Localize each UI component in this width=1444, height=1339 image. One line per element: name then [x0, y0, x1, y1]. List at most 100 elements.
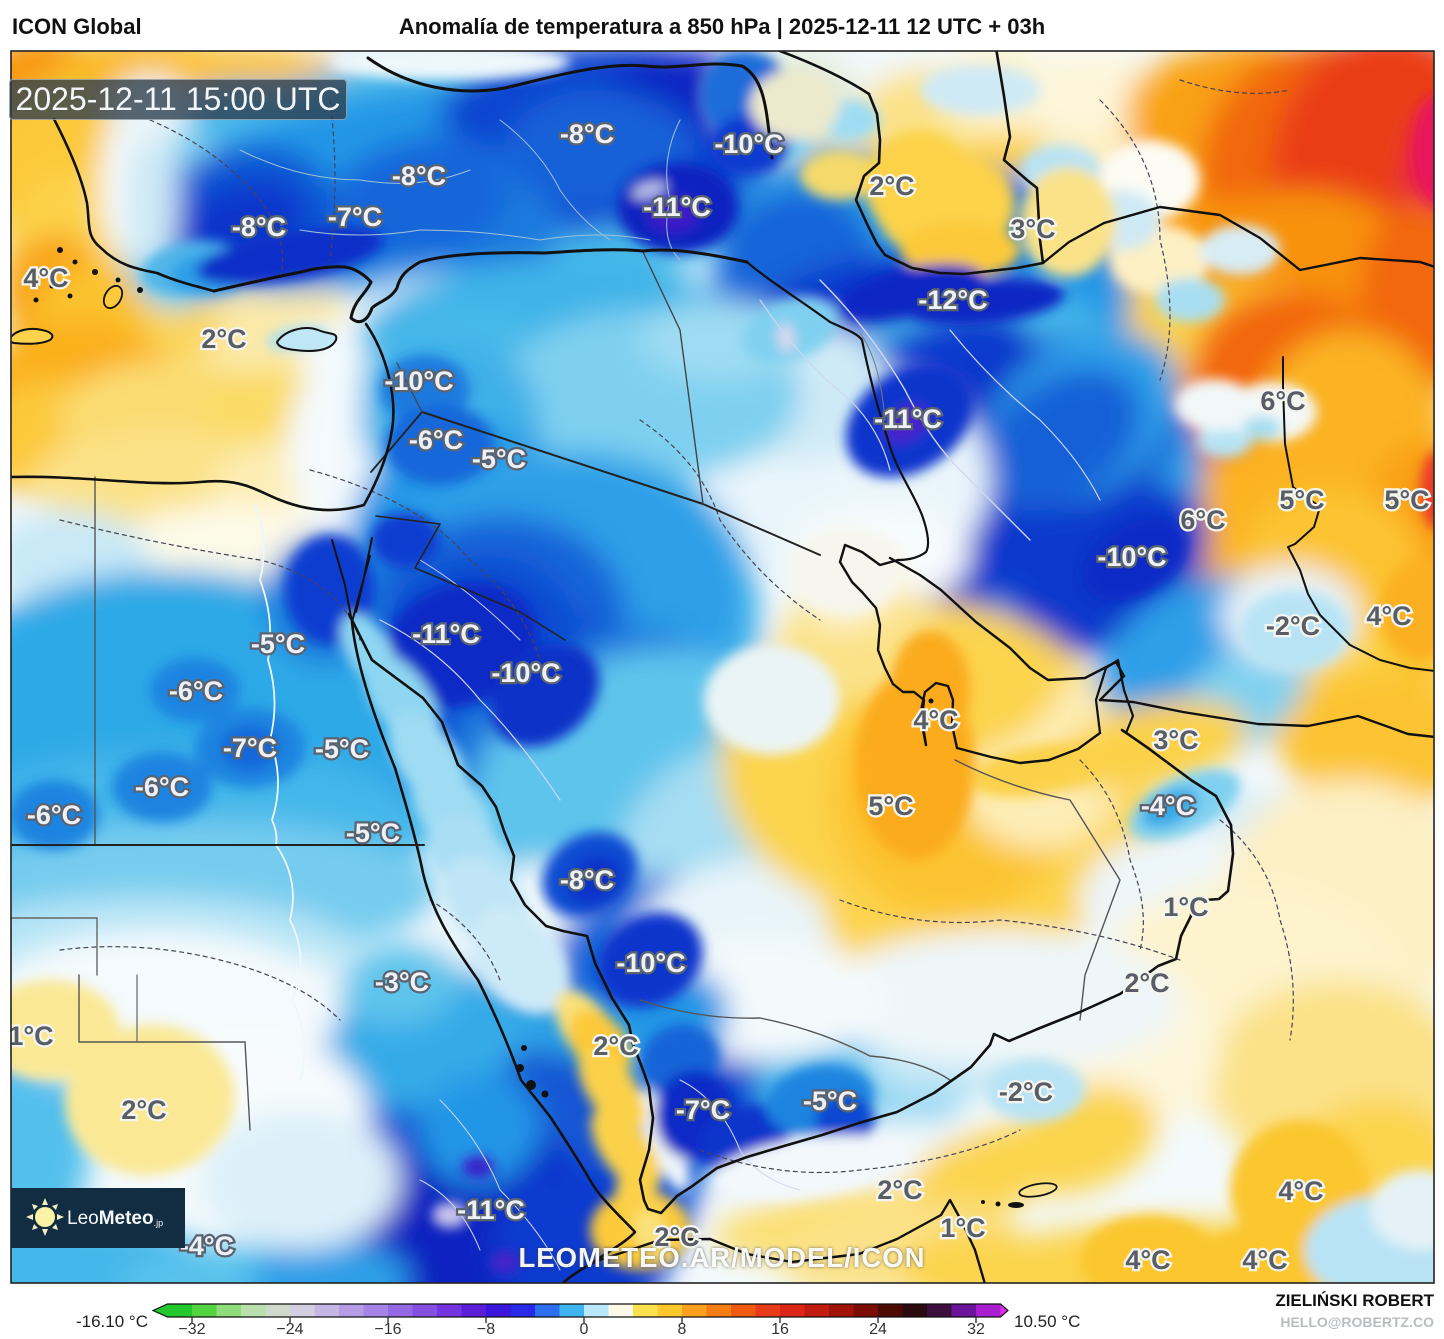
svg-text:-8°C: -8°C: [560, 119, 614, 149]
svg-text:6°C: 6°C: [1260, 386, 1305, 416]
svg-text:-7°C: -7°C: [676, 1095, 730, 1125]
svg-text:-6°C: -6°C: [169, 676, 223, 706]
svg-text:-5°C: -5°C: [803, 1086, 857, 1116]
svg-text:-7°C: -7°C: [223, 733, 277, 763]
svg-text:-6°C: -6°C: [135, 772, 189, 802]
svg-text:4°C: 4°C: [1366, 601, 1411, 631]
svg-text:-10°C: -10°C: [714, 129, 783, 159]
svg-text:5°C: 5°C: [1384, 485, 1429, 515]
svg-text:-10°C: -10°C: [491, 658, 560, 688]
svg-text:2°C: 2°C: [121, 1095, 166, 1125]
svg-text:-7°C: -7°C: [676, 1095, 730, 1125]
svg-text:-11°C: -11°C: [457, 1195, 525, 1225]
svg-text:1°C: 1°C: [8, 1021, 53, 1051]
svg-text:-8°C: -8°C: [392, 161, 446, 191]
svg-text:2°C: 2°C: [1124, 968, 1169, 998]
svg-text:2°C: 2°C: [593, 1031, 638, 1061]
svg-text:-11°C: -11°C: [412, 619, 480, 649]
svg-text:-8°C: -8°C: [392, 161, 446, 191]
svg-text:-11°C: -11°C: [457, 1195, 525, 1225]
svg-text:-2°C: -2°C: [1266, 611, 1320, 641]
svg-text:-7°C: -7°C: [223, 733, 277, 763]
svg-text:2°C: 2°C: [593, 1031, 638, 1061]
svg-text:6°C: 6°C: [1180, 505, 1225, 535]
svg-text:3°C: 3°C: [1153, 725, 1198, 755]
svg-text:32: 32: [967, 1321, 985, 1338]
svg-text:2°C: 2°C: [121, 1095, 166, 1125]
svg-text:-2°C: -2°C: [999, 1077, 1053, 1107]
svg-text:4°C: 4°C: [913, 705, 958, 735]
svg-text:2°C: 2°C: [869, 171, 914, 201]
svg-text:-6°C: -6°C: [135, 772, 189, 802]
svg-text:-8°C: -8°C: [560, 119, 614, 149]
svg-text:-10°C: -10°C: [384, 366, 453, 396]
svg-text:-5°C: -5°C: [346, 818, 400, 848]
svg-text:-8°C: -8°C: [560, 865, 614, 895]
svg-text:LeoMeteo.jp: LeoMeteo.jp: [67, 1208, 163, 1229]
svg-text:-6°C: -6°C: [27, 800, 81, 830]
svg-text:5°C: 5°C: [1384, 485, 1429, 515]
svg-text:5°C: 5°C: [1279, 485, 1324, 515]
svg-text:-10°C: -10°C: [384, 366, 453, 396]
svg-text:4°C: 4°C: [1242, 1245, 1287, 1275]
svg-text:-2°C: -2°C: [999, 1077, 1053, 1107]
svg-text:6°C: 6°C: [1180, 505, 1225, 535]
svg-text:4°C: 4°C: [1242, 1245, 1287, 1275]
svg-text:4°C: 4°C: [1278, 1176, 1323, 1206]
svg-text:2°C: 2°C: [654, 1222, 699, 1252]
svg-text:-11°C: -11°C: [412, 619, 480, 649]
svg-text:-10°C: -10°C: [491, 658, 560, 688]
svg-text:-6°C: -6°C: [27, 800, 81, 830]
svg-text:-5°C: -5°C: [472, 444, 526, 474]
svg-text:3°C: 3°C: [1010, 214, 1055, 244]
svg-text:-5°C: -5°C: [803, 1086, 857, 1116]
svg-text:-12°C: -12°C: [918, 285, 987, 315]
svg-text:-5°C: -5°C: [472, 444, 526, 474]
svg-text:2°C: 2°C: [1124, 968, 1169, 998]
svg-text:-4°C: -4°C: [180, 1231, 234, 1261]
svg-text:-4°C: -4°C: [180, 1231, 234, 1261]
svg-text:-8°C: -8°C: [232, 212, 286, 242]
svg-text:-11°C: -11°C: [643, 192, 711, 222]
svg-text:-10°C: -10°C: [1097, 542, 1166, 572]
svg-text:-5°C: -5°C: [315, 734, 369, 764]
svg-text:1°C: 1°C: [8, 1021, 53, 1051]
svg-text:2°C: 2°C: [877, 1175, 922, 1205]
svg-text:2°C: 2°C: [201, 324, 246, 354]
svg-text:-6°C: -6°C: [169, 676, 223, 706]
svg-text:2°C: 2°C: [201, 324, 246, 354]
svg-text:−16: −16: [374, 1321, 401, 1338]
svg-text:1°C: 1°C: [1163, 892, 1208, 922]
svg-text:-5°C: -5°C: [315, 734, 369, 764]
svg-text:-8°C: -8°C: [232, 212, 286, 242]
svg-text:24: 24: [869, 1321, 887, 1338]
svg-text:-16.10 °C: -16.10 °C: [76, 1312, 148, 1331]
svg-text:8: 8: [678, 1321, 687, 1338]
svg-text:-4°C: -4°C: [1141, 791, 1195, 821]
svg-text:6°C: 6°C: [1260, 386, 1305, 416]
svg-text:-5°C: -5°C: [346, 818, 400, 848]
svg-text:-7°C: -7°C: [328, 202, 382, 232]
svg-text:-10°C: -10°C: [616, 948, 685, 978]
svg-text:4°C: 4°C: [23, 263, 68, 293]
svg-text:16: 16: [771, 1321, 789, 1338]
svg-text:1°C: 1°C: [1163, 892, 1208, 922]
svg-text:3°C: 3°C: [1153, 725, 1198, 755]
svg-text:-6°C: -6°C: [409, 425, 463, 455]
svg-text:4°C: 4°C: [1278, 1176, 1323, 1206]
svg-text:5°C: 5°C: [868, 791, 913, 821]
svg-text:5°C: 5°C: [1279, 485, 1324, 515]
svg-text:4°C: 4°C: [1125, 1245, 1170, 1275]
svg-text:−24: −24: [276, 1321, 303, 1338]
svg-text:4°C: 4°C: [23, 263, 68, 293]
svg-text:2°C: 2°C: [877, 1175, 922, 1205]
svg-text:-12°C: -12°C: [918, 285, 987, 315]
svg-text:0: 0: [580, 1321, 589, 1338]
svg-text:10.50 °C: 10.50 °C: [1014, 1312, 1080, 1331]
svg-text:-5°C: -5°C: [251, 629, 305, 659]
svg-text:-11°C: -11°C: [874, 404, 942, 434]
svg-text:1°C: 1°C: [940, 1213, 985, 1243]
svg-text:2°C: 2°C: [654, 1222, 699, 1252]
svg-text:-7°C: -7°C: [328, 202, 382, 232]
svg-text:4°C: 4°C: [913, 705, 958, 735]
